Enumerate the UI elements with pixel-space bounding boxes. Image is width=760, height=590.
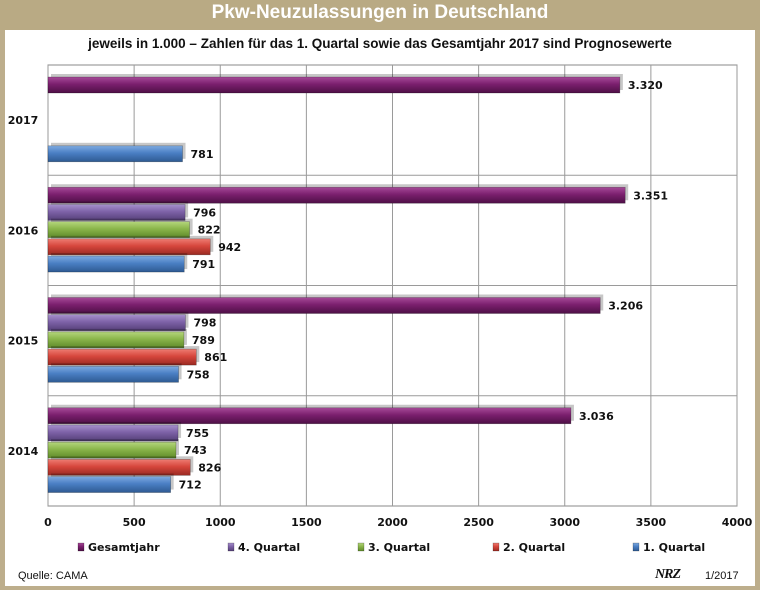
bar-group: 942 bbox=[47, 235, 241, 256]
bar bbox=[47, 145, 183, 163]
x-tick-label: 1500 bbox=[291, 516, 322, 529]
x-tick-label: 4000 bbox=[722, 516, 753, 529]
bar-group: 781 bbox=[47, 142, 214, 163]
legend-label: 1. Quartal bbox=[643, 541, 705, 554]
bar bbox=[47, 204, 186, 221]
title-bar bbox=[0, 0, 760, 30]
data-label: 3.036 bbox=[579, 410, 614, 423]
bar bbox=[47, 238, 211, 256]
data-label: 3.351 bbox=[633, 189, 668, 202]
bar-group: 791 bbox=[47, 253, 215, 273]
legend-label: Gesamtjahr bbox=[88, 541, 160, 554]
bar bbox=[47, 221, 190, 238]
x-axis-ticks: 0 500 1000 1500 2000 2500 3000 3500 4000 bbox=[44, 516, 752, 529]
bar bbox=[47, 76, 621, 94]
data-label: 758 bbox=[187, 368, 210, 381]
bar bbox=[47, 186, 626, 204]
data-label: 789 bbox=[192, 334, 215, 347]
bar-group: 3.320 bbox=[47, 74, 663, 94]
bar-group: 3.036 bbox=[47, 404, 614, 425]
gridlines bbox=[47, 64, 738, 507]
bar-group: 743 bbox=[47, 439, 207, 459]
bar-group: 712 bbox=[47, 473, 202, 493]
data-label: 743 bbox=[184, 444, 207, 457]
bar bbox=[47, 476, 171, 493]
legend-item: 2. Quartal bbox=[492, 541, 565, 554]
x-tick-label: 1000 bbox=[205, 516, 236, 529]
y-axis-labels: 2017 2016 2015 2014 bbox=[8, 114, 39, 458]
legend-label: 3. Quartal bbox=[368, 541, 430, 554]
x-tick-label: 500 bbox=[123, 516, 146, 529]
bar-group: 822 bbox=[47, 218, 221, 238]
bar-group: 861 bbox=[47, 346, 227, 366]
legend-swatch bbox=[632, 542, 640, 552]
data-label: 822 bbox=[198, 224, 221, 237]
data-label: 942 bbox=[218, 241, 241, 254]
bar-group: 3.351 bbox=[47, 184, 668, 204]
legend: Gesamtjahr 4. Quartal 3. Quartal 2. Quartal… bbox=[77, 541, 705, 554]
bar bbox=[47, 331, 185, 349]
y-category-label: 2017 bbox=[8, 114, 39, 127]
data-label: 861 bbox=[204, 351, 227, 364]
legend-label: 2. Quartal bbox=[503, 541, 565, 554]
chart-subtitle: jeweils in 1.000 – Zahlen für das 1. Qua… bbox=[88, 36, 672, 51]
legend-swatch bbox=[357, 542, 365, 552]
data-label: 791 bbox=[192, 258, 215, 271]
data-label: 712 bbox=[179, 479, 202, 492]
legend-item: 4. Quartal bbox=[227, 541, 300, 554]
legend-item: 1. Quartal bbox=[632, 541, 705, 554]
bar bbox=[47, 365, 179, 383]
y-category-label: 2015 bbox=[8, 335, 39, 348]
bar-group: 755 bbox=[47, 421, 209, 442]
legend-item: Gesamtjahr bbox=[77, 541, 160, 554]
bar-group: 789 bbox=[47, 328, 215, 349]
edition-label: 1/2017 bbox=[705, 570, 739, 582]
x-tick-label: 2000 bbox=[377, 516, 408, 529]
bar bbox=[47, 314, 186, 332]
x-tick-label: 2500 bbox=[463, 516, 494, 529]
bar bbox=[47, 459, 191, 476]
data-label: 3.206 bbox=[608, 300, 643, 313]
data-label: 826 bbox=[198, 461, 221, 474]
chart-title: Pkw-Neuzulassungen in Deutschland bbox=[211, 2, 549, 23]
x-tick-label: 0 bbox=[44, 516, 52, 529]
bar-group: 798 bbox=[47, 311, 216, 332]
bar bbox=[47, 424, 179, 442]
bar bbox=[47, 255, 185, 273]
data-label: 798 bbox=[193, 317, 216, 330]
bar bbox=[47, 348, 197, 366]
bar bbox=[47, 441, 177, 459]
y-category-label: 2014 bbox=[8, 445, 39, 458]
legend-swatch bbox=[492, 542, 500, 552]
data-label: 781 bbox=[191, 148, 214, 161]
y-category-label: 2016 bbox=[8, 224, 39, 237]
brand-logo: NRZ bbox=[655, 567, 681, 582]
legend-swatch bbox=[227, 542, 235, 552]
legend-label: 4. Quartal bbox=[238, 541, 300, 554]
bar-group: 796 bbox=[47, 201, 216, 221]
bar bbox=[47, 407, 572, 425]
x-tick-label: 3500 bbox=[636, 516, 667, 529]
source-note: Quelle: CAMA bbox=[18, 570, 88, 582]
legend-swatch bbox=[77, 542, 85, 552]
data-label: 796 bbox=[193, 206, 216, 219]
data-label: 3.320 bbox=[628, 79, 663, 92]
bar-group: 826 bbox=[47, 456, 222, 476]
bar bbox=[47, 297, 601, 314]
data-label: 755 bbox=[186, 427, 209, 440]
legend-item: 3. Quartal bbox=[357, 541, 430, 554]
x-tick-label: 3000 bbox=[549, 516, 580, 529]
bar-group: 758 bbox=[47, 363, 210, 383]
bar-group: 3.206 bbox=[47, 294, 643, 314]
